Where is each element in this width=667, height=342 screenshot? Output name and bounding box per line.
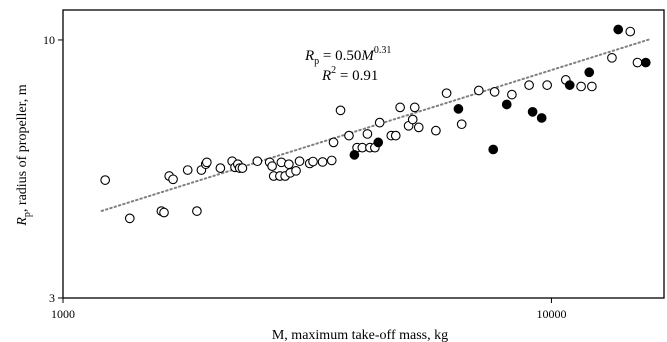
plot-frame (62, 9, 665, 299)
open-circle-series (100, 26, 643, 224)
filled-data-point (349, 150, 360, 160)
open-data-point (192, 206, 202, 216)
open-data-point (362, 129, 373, 139)
open-data-point (374, 117, 385, 128)
open-data-point (326, 155, 337, 166)
open-data-point (625, 26, 636, 37)
open-data-point (407, 114, 418, 125)
open-data-point (201, 157, 212, 168)
filled-data-point (373, 137, 384, 148)
open-data-point (294, 156, 305, 167)
open-data-point (524, 80, 534, 90)
open-data-point (284, 159, 294, 170)
open-data-point (441, 88, 452, 99)
open-data-point (100, 175, 111, 185)
open-data-point (456, 119, 467, 130)
x-axis-label: M, maximum take-off mass, kg (272, 328, 448, 342)
y-axis-label: Rp, radius of propeller, m (15, 84, 33, 226)
open-data-point (317, 157, 328, 167)
open-data-point (390, 130, 401, 141)
open-data-point (409, 102, 420, 113)
axis-ticks (58, 39, 552, 303)
open-data-point (587, 81, 597, 92)
y-tick-label: 10 (43, 33, 55, 47)
open-data-point (489, 86, 500, 97)
open-data-point (507, 89, 517, 100)
equation-annotation: Rp = 0.50M0.31 (304, 45, 391, 67)
open-data-point (182, 165, 193, 175)
filled-data-point (501, 99, 512, 110)
open-data-point (237, 163, 248, 173)
filled-data-point (453, 104, 464, 114)
filled-data-point (613, 24, 624, 35)
open-data-point (632, 57, 643, 68)
r-squared-annotation: R2 = 0.91 (321, 65, 378, 84)
open-data-point (252, 156, 263, 167)
open-data-point (607, 52, 617, 63)
open-data-point (335, 105, 346, 116)
open-data-point (395, 102, 405, 113)
y-tick-label: 3 (49, 291, 55, 305)
open-data-point (267, 161, 277, 171)
open-data-point (413, 122, 424, 133)
open-data-point (124, 213, 135, 224)
open-data-point (328, 137, 339, 148)
open-data-point (344, 130, 354, 141)
x-tick-label: 1000 (51, 307, 75, 321)
open-data-point (159, 207, 169, 218)
open-data-point (576, 81, 586, 92)
open-data-point (431, 125, 441, 136)
filled-data-point (640, 57, 651, 68)
open-data-point (291, 165, 301, 176)
open-data-point (215, 163, 226, 173)
open-data-point (308, 156, 318, 167)
filled-circle-series (349, 24, 651, 160)
open-data-point (473, 85, 484, 96)
filled-data-point (564, 80, 575, 90)
x-tick-label: 10000 (536, 307, 566, 321)
filled-data-point (527, 107, 538, 117)
filled-data-point (584, 67, 595, 78)
open-data-point (168, 174, 178, 185)
open-data-point (542, 80, 553, 90)
filled-data-point (536, 113, 547, 123)
tick-labels: 1000 10000 3 10 (43, 33, 566, 321)
filled-data-point (488, 144, 499, 155)
